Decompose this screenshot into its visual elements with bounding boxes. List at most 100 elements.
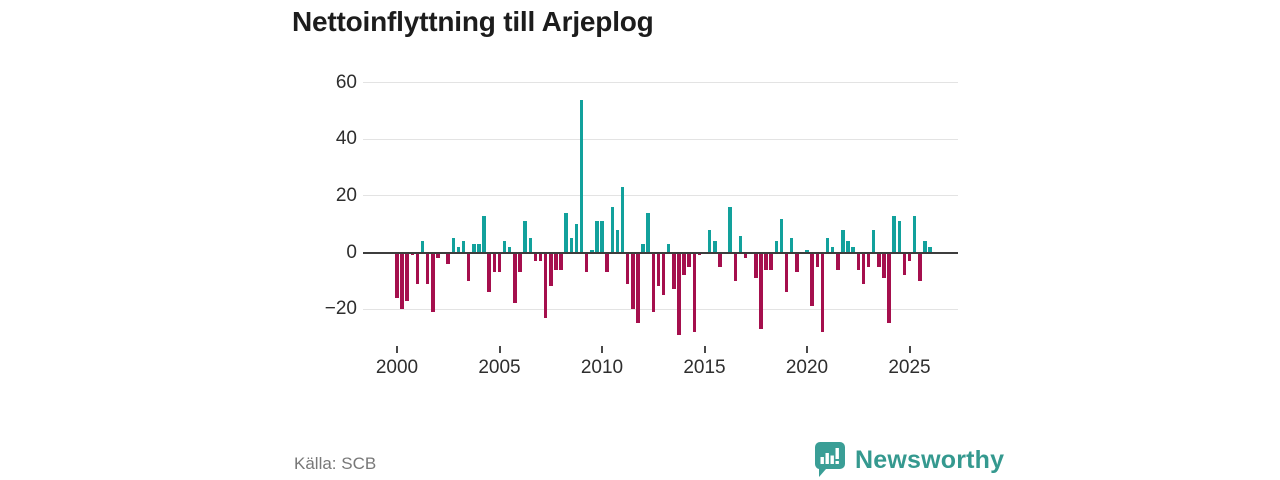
bar (769, 252, 773, 270)
bar (825, 238, 830, 253)
y-tick-label: −20 (324, 298, 357, 320)
bar (651, 252, 656, 312)
bar (415, 252, 420, 284)
bar (733, 252, 738, 281)
bar (636, 252, 640, 324)
bar (754, 252, 758, 278)
bar (779, 218, 784, 253)
bar (461, 241, 466, 253)
bar (830, 246, 835, 253)
bar (513, 252, 517, 304)
bar (918, 252, 922, 281)
bar (871, 229, 876, 253)
bar (846, 241, 850, 253)
bar (897, 221, 902, 253)
bar (907, 252, 912, 261)
x-tick-label: 2020 (785, 357, 829, 378)
y-tick-label: 60 (335, 71, 357, 93)
bar (559, 252, 563, 270)
bar (584, 252, 589, 273)
x-tick-label: 2000 (375, 357, 419, 378)
bar (456, 246, 461, 253)
bar (400, 252, 404, 310)
bar (477, 244, 481, 253)
bar (877, 252, 881, 267)
bar (395, 252, 399, 298)
bar (472, 244, 476, 253)
bar (866, 252, 871, 267)
bar (436, 252, 440, 259)
bar (518, 252, 522, 273)
x-tick-mark (498, 346, 501, 353)
speech-bubble-shape (814, 442, 845, 477)
bar (625, 252, 630, 284)
bar (851, 246, 855, 253)
bar (420, 241, 425, 253)
gridline (363, 308, 958, 310)
bar (605, 252, 609, 273)
logo-bar-2 (825, 453, 829, 464)
bar (912, 215, 917, 253)
bar (590, 249, 594, 253)
bar (538, 252, 543, 261)
bar (836, 252, 840, 270)
newsworthy-speech-bubble-chart-icon (814, 442, 845, 477)
bar (431, 252, 435, 312)
bar (856, 252, 861, 270)
bar (410, 252, 415, 256)
bar (533, 252, 538, 261)
x-tick-mark (806, 346, 808, 353)
bar (815, 252, 820, 267)
bar (569, 238, 574, 253)
bar (549, 252, 553, 287)
bar (718, 252, 722, 267)
bar (728, 207, 732, 253)
bar (425, 252, 430, 284)
y-tick-label: 40 (335, 128, 357, 150)
bar (892, 215, 896, 253)
bar (666, 244, 671, 253)
x-tick-label: 2010 (580, 357, 624, 378)
bar (451, 238, 456, 253)
bar (841, 229, 845, 253)
x-tick-mark (396, 346, 398, 353)
bar (713, 241, 717, 253)
newsworthy-logo: Newsworthy (813, 441, 1004, 479)
logo-bar-3 (830, 455, 834, 464)
bar (902, 252, 907, 276)
zero-axis-line (363, 251, 958, 254)
bar (507, 246, 512, 253)
bar (789, 238, 794, 253)
bar (446, 252, 450, 264)
bar (656, 252, 661, 287)
bar (595, 221, 599, 253)
bar (631, 252, 635, 310)
bar (672, 252, 676, 290)
bar (646, 212, 650, 253)
source-note: Källa: SCB (294, 454, 377, 473)
bar (564, 212, 568, 253)
bar (764, 252, 768, 270)
bar (687, 252, 691, 267)
logo-exclamation-bar (835, 448, 839, 459)
bar (523, 221, 527, 253)
y-tick-label: 0 (346, 241, 357, 263)
x-tick-mark (908, 346, 911, 353)
y-tick-label: 20 (335, 184, 357, 206)
logo-exclamation-dot (835, 461, 839, 464)
logo-bar-1 (820, 457, 824, 464)
bar (810, 252, 814, 307)
bar (502, 241, 507, 253)
bar (774, 241, 779, 253)
bar (697, 252, 702, 256)
x-tick-label: 2015 (683, 357, 726, 378)
bar (923, 241, 927, 253)
bar (641, 244, 645, 253)
bar (887, 252, 891, 324)
bar (466, 252, 471, 281)
bar (528, 238, 533, 253)
gridline (363, 195, 958, 197)
bar (928, 246, 932, 253)
bar (682, 252, 686, 276)
